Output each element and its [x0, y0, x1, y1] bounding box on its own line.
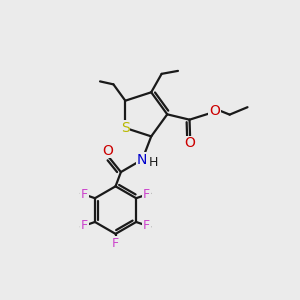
Text: O: O	[185, 136, 196, 151]
Text: N: N	[137, 153, 148, 166]
Text: F: F	[112, 237, 119, 250]
Text: O: O	[209, 104, 220, 118]
Text: F: F	[81, 219, 88, 232]
Text: S: S	[121, 121, 130, 135]
Text: H: H	[149, 156, 158, 169]
Text: F: F	[81, 188, 88, 201]
Text: O: O	[102, 144, 113, 158]
Text: F: F	[143, 219, 150, 232]
Text: F: F	[143, 188, 150, 201]
